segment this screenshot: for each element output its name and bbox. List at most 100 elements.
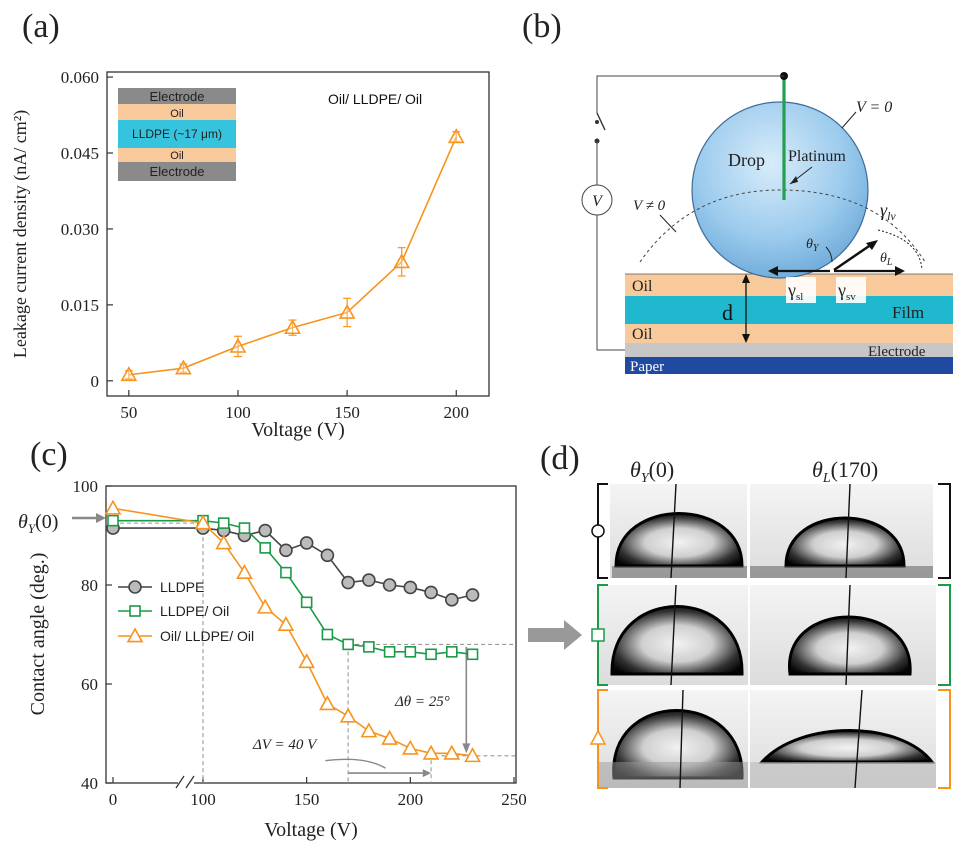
inset-lldpe xyxy=(118,120,236,148)
c-xtick-label-150: 150 xyxy=(294,790,320,809)
voltage-source-label: V xyxy=(592,193,604,210)
c-delta-theta-arrowhead xyxy=(462,743,471,754)
c-ytick-label-80: 80 xyxy=(81,576,98,595)
c-point-oil-lldpe-oil xyxy=(277,615,295,632)
a-xtick-label-200: 200 xyxy=(444,403,470,422)
c-point-lldpe xyxy=(444,593,459,607)
label-gamma-sl: γsl xyxy=(787,280,803,303)
circuit-wire-bottom xyxy=(596,215,625,351)
a-xtick-label-150: 150 xyxy=(334,403,360,422)
c-point-oil-lldpe-oil xyxy=(360,722,378,738)
panel-a-chart: 50 100 150 200 0 0.015 0.030 0.045 0.060 Electro… xyxy=(10,68,490,441)
marker-lldpe xyxy=(591,524,605,538)
spread-drop-outline xyxy=(639,189,926,263)
label-paper: Paper xyxy=(630,359,664,375)
panel-c-frame xyxy=(105,485,517,784)
inset-label-electrode-bottom: Electrode xyxy=(150,164,205,179)
panel-c-delta-theta-label: Δθ = 25° xyxy=(394,694,450,710)
c-point-oil-lldpe-oil xyxy=(464,747,481,763)
panel-a-marks xyxy=(120,128,465,382)
layer-oil-bottom xyxy=(625,324,953,343)
panel-c-delta-v-label: ΔV = 40 V xyxy=(252,737,318,753)
axis-break-mark-2 xyxy=(185,775,195,789)
label-theta-y: θY xyxy=(806,237,820,254)
panel-c-guides xyxy=(113,522,516,783)
c-point-lldpe xyxy=(320,548,335,563)
c-point-lldpe-oil xyxy=(342,638,354,651)
drop-r3-c2 xyxy=(758,729,936,764)
c-delta-v-arrowhead xyxy=(422,769,432,778)
panel-label-a: (a) xyxy=(22,8,60,45)
label-v-nonzero: V ≠ 0 xyxy=(633,198,666,214)
c-point-lldpe xyxy=(403,580,418,595)
c-point-oil-lldpe-oil xyxy=(422,744,440,760)
layer-electrode xyxy=(625,343,953,357)
panel-c-theta-y0-label: θY(0) xyxy=(18,511,58,536)
c-legend-marker-lldpe-oil xyxy=(129,605,141,617)
inset-oil-bottom xyxy=(118,148,236,162)
c-point-lldpe-oil xyxy=(259,542,272,554)
c-point-lldpe xyxy=(362,573,376,587)
c-point-oil-lldpe-oil xyxy=(401,739,419,755)
c-point-lldpe-oil xyxy=(363,641,375,653)
panel-c-xlabel: Voltage (V) xyxy=(264,819,358,841)
label-gamma-lv: γlv xyxy=(880,200,896,223)
c-point-oil-lldpe-oil xyxy=(339,707,357,723)
a-ytick-label-0: 0 xyxy=(91,372,100,391)
panel-c-legend: LLDPE LLDPE/ Oil Oil/ LLDPE/ Oil xyxy=(118,579,254,644)
label-platinum: Platinum xyxy=(788,148,846,165)
panel-label-d: (d) xyxy=(540,440,580,477)
marker-oil-lldpe-oil xyxy=(589,729,607,745)
c-legend-label-0: LLDPE xyxy=(160,579,204,595)
c-point-oil-lldpe-oil xyxy=(256,598,274,614)
a-data-point xyxy=(175,359,192,375)
label-theta-l: θL xyxy=(880,251,893,268)
c-point-oil-lldpe-oil xyxy=(236,563,253,580)
panel-a-inset: Electrode Oil LLDPE (~17 μm) Oil Electro… xyxy=(118,88,236,181)
label-oil-top: Oil xyxy=(632,278,653,295)
label-oil-bottom: Oil xyxy=(632,326,653,343)
panel-label-b: (b) xyxy=(522,8,562,45)
c-xtick-label-0: 0 xyxy=(109,790,118,809)
panel-a-xlabel: Voltage (V) xyxy=(251,419,345,441)
a-xtick-label-100: 100 xyxy=(225,403,251,422)
c-legend-marker-lldpe xyxy=(128,580,142,594)
a-ytick-label-2: 0.030 xyxy=(61,220,99,239)
c-point-lldpe xyxy=(279,543,293,558)
inset-electrode-top xyxy=(118,88,236,104)
c-legend-label-1: LLDPE/ Oil xyxy=(160,603,229,619)
c-point-lldpe-oil xyxy=(321,628,334,641)
c-point-lldpe-oil xyxy=(425,648,437,661)
c-point-lldpe-oil xyxy=(217,517,230,529)
c-point-oil-lldpe-oil xyxy=(215,534,233,550)
c-point-lldpe-oil xyxy=(383,646,396,658)
label-electrode: Electrode xyxy=(868,344,926,360)
c-point-lldpe-oil xyxy=(107,514,119,527)
c-point-oil-lldpe-oil xyxy=(319,695,336,711)
drop-r2-c2 xyxy=(788,615,912,676)
panel-c-chart: 0 100 150 200 250 40 60 80 100 LLDPE LLDPE/ Oil Oi… xyxy=(18,477,527,841)
c-legend-marker-oil-lldpe-oil xyxy=(126,627,144,643)
panel-d-col1-title: θY(0) xyxy=(630,457,674,486)
switch-blade xyxy=(596,112,606,131)
c-xtick-label-100: 100 xyxy=(190,790,216,809)
drop-r1-c2 xyxy=(784,516,906,568)
label-film: Film xyxy=(892,303,924,322)
a-ytick-label-3: 0.045 xyxy=(61,144,99,163)
c-point-lldpe xyxy=(341,575,355,590)
c-ytick-label-100: 100 xyxy=(73,477,99,496)
a-data-point xyxy=(120,366,138,382)
a-data-point xyxy=(338,303,356,319)
c-ytick-label-60: 60 xyxy=(81,675,98,694)
drop-r2-c1 xyxy=(610,605,744,676)
marker-lldpe-oil xyxy=(591,628,605,642)
inset-label-electrode-top: Electrode xyxy=(150,89,205,104)
panel-c-marks xyxy=(104,499,481,763)
c-point-lldpe-oil xyxy=(238,522,251,534)
c-point-lldpe xyxy=(258,523,273,538)
inset-label-lldpe: LLDPE (~17 μm) xyxy=(132,127,222,141)
panel-d-col2-title: θL(170) xyxy=(812,457,878,486)
a-data-point xyxy=(393,253,411,269)
a-ytick-label-1: 0.015 xyxy=(61,296,99,315)
c-xtick-label-250: 250 xyxy=(501,790,527,809)
